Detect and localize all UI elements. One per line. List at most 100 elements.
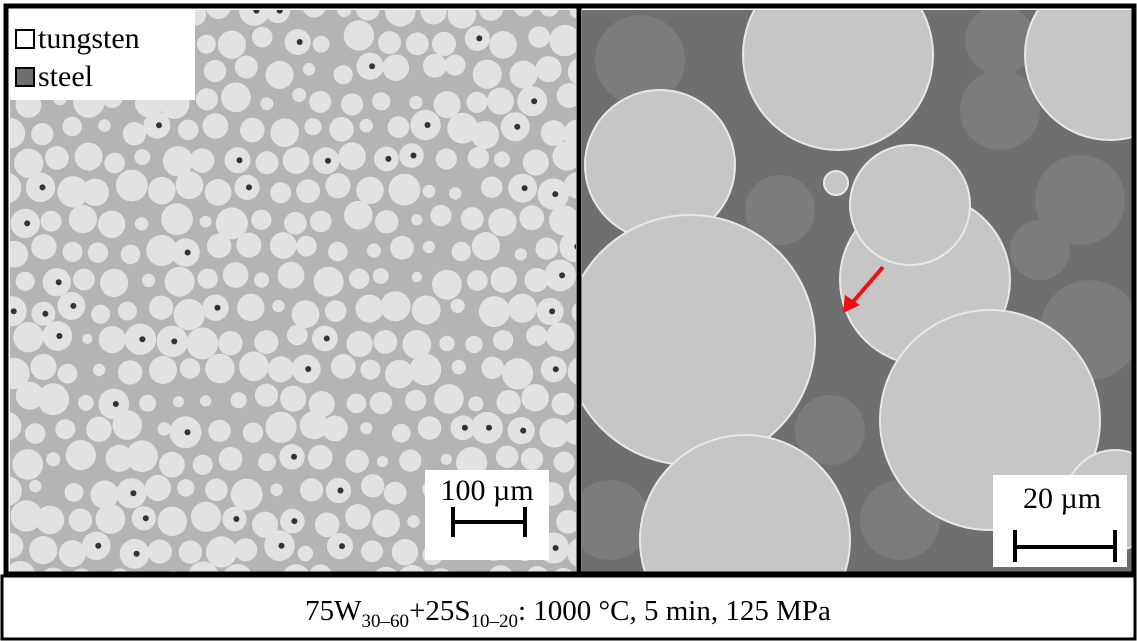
tungsten-particle xyxy=(13,322,43,352)
tungsten-particle xyxy=(472,232,500,260)
tungsten-particle xyxy=(468,396,483,411)
tungsten-particle xyxy=(280,386,306,412)
tungsten-particle xyxy=(344,201,373,230)
tungsten-particle xyxy=(272,300,284,312)
tungsten-particle xyxy=(205,179,232,206)
tungsten-particle xyxy=(268,356,294,382)
tungsten-particle xyxy=(200,395,211,406)
tungsten-particle xyxy=(270,232,297,259)
tungsten-particle xyxy=(432,32,456,56)
pore xyxy=(325,158,331,164)
pore xyxy=(476,35,482,41)
tungsten-particle xyxy=(384,482,407,505)
pore xyxy=(305,366,311,372)
legend-swatch xyxy=(16,68,34,86)
tungsten-particle xyxy=(390,236,414,260)
tungsten-particle xyxy=(29,536,57,564)
tungsten-particle xyxy=(207,234,231,258)
caption-subscript: 30–60 xyxy=(361,611,409,632)
tungsten-particle xyxy=(104,153,125,174)
tungsten-particle xyxy=(344,20,374,50)
tungsten-particle xyxy=(372,92,390,110)
tungsten-particle xyxy=(445,55,466,76)
tungsten-particle xyxy=(221,82,251,112)
pore xyxy=(185,429,191,435)
tungsten-particle xyxy=(96,504,126,534)
pore xyxy=(56,333,62,339)
tungsten-particle xyxy=(66,440,96,470)
tungsten-particle xyxy=(234,538,257,561)
tungsten-particle xyxy=(465,336,482,353)
tungsten-particle xyxy=(375,210,398,233)
tungsten-particle xyxy=(223,262,249,288)
tungsten-particle xyxy=(91,481,119,509)
pore xyxy=(279,543,285,549)
pore xyxy=(324,336,330,342)
tungsten-particle xyxy=(325,300,347,322)
tungsten-particle xyxy=(331,354,356,379)
pore xyxy=(514,124,520,130)
tungsten-particle xyxy=(373,268,389,284)
tungsten-particle xyxy=(338,142,366,170)
tungsten-particle xyxy=(383,54,410,81)
tungsten-particle xyxy=(219,447,243,471)
tungsten-particle xyxy=(218,31,246,59)
tungsten-particle xyxy=(473,60,502,89)
pore xyxy=(297,39,303,45)
tungsten-particle xyxy=(173,396,184,407)
tungsten-particle xyxy=(515,248,527,260)
pore xyxy=(185,250,191,256)
tungsten-particle xyxy=(466,92,487,113)
tungsten-particle xyxy=(198,269,218,289)
tungsten-particle xyxy=(254,330,278,354)
legend-label: tungsten xyxy=(38,22,140,55)
pore xyxy=(291,454,297,460)
tungsten-particle xyxy=(423,241,435,253)
pore xyxy=(171,338,177,344)
tungsten-particle xyxy=(37,383,69,415)
tungsten-particle xyxy=(292,300,320,328)
tungsten-particle xyxy=(75,143,103,171)
tungsten-particle xyxy=(491,267,517,293)
tungsten-particle xyxy=(310,211,332,233)
pore xyxy=(385,156,391,162)
caption-part: 75W xyxy=(305,595,362,627)
tungsten-particle xyxy=(541,120,567,146)
pore xyxy=(339,543,345,549)
tungsten-particle xyxy=(434,384,464,414)
pore xyxy=(522,185,528,191)
tungsten-particle xyxy=(284,212,307,235)
tungsten-particle xyxy=(392,539,418,565)
tungsten-particle xyxy=(347,394,367,414)
tungsten-particle xyxy=(135,217,148,230)
tungsten-particle xyxy=(203,113,229,139)
pore xyxy=(486,425,492,431)
tungsten-particle xyxy=(148,540,172,564)
pore xyxy=(338,488,344,494)
tungsten-particle xyxy=(116,170,148,202)
tungsten-particle xyxy=(521,384,548,411)
tungsten-particle xyxy=(179,540,202,563)
tungsten-particle xyxy=(399,450,421,472)
legend: tungsten steel xyxy=(10,10,195,100)
tungsten-particle xyxy=(243,422,263,442)
tungsten-particle xyxy=(377,456,388,467)
caption-part: +25S xyxy=(409,595,470,627)
tungsten-particle xyxy=(158,422,172,436)
pore xyxy=(549,308,555,314)
tungsten-particle xyxy=(418,416,442,440)
pore xyxy=(95,543,101,549)
scale-bar-right: 20 µm xyxy=(993,475,1127,567)
tungsten-particle xyxy=(372,510,400,538)
tungsten-particle xyxy=(41,211,62,232)
tungsten-particle xyxy=(98,211,125,238)
tungsten-particle xyxy=(165,267,195,297)
tungsten-particle xyxy=(385,360,414,389)
tungsten-particle xyxy=(328,242,348,262)
tungsten-particle xyxy=(260,97,273,110)
tungsten-particle xyxy=(322,416,348,442)
tungsten-particle xyxy=(98,119,111,132)
tungsten-particle xyxy=(193,455,213,475)
tungsten-particle xyxy=(205,354,235,384)
tungsten-particle xyxy=(69,205,97,233)
